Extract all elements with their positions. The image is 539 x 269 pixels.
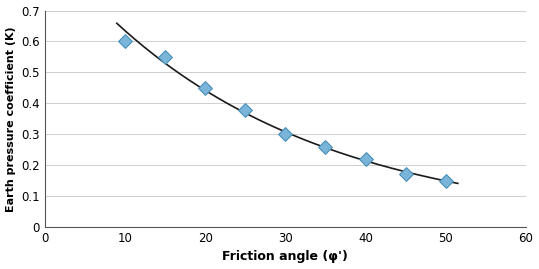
Point	[241, 107, 250, 112]
Point	[361, 157, 370, 161]
Point	[201, 86, 209, 90]
Point	[121, 39, 129, 44]
Point	[441, 179, 450, 183]
Point	[281, 132, 289, 136]
X-axis label: Friction angle (φ'): Friction angle (φ')	[223, 250, 348, 263]
Y-axis label: Earth pressure coefficient (K): Earth pressure coefficient (K)	[5, 26, 16, 212]
Point	[321, 144, 330, 149]
Point	[161, 55, 169, 59]
Point	[402, 172, 410, 177]
